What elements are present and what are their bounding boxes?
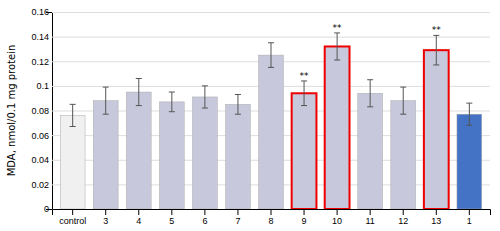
error-bar — [433, 35, 439, 65]
x-tick-label: 3 — [103, 216, 108, 226]
y-axis-title: MDA, nmol/0.1 mg protein — [6, 45, 17, 177]
x-tick-label: 8 — [268, 216, 273, 226]
bar — [259, 55, 284, 209]
tick-mark — [105, 209, 106, 215]
bar — [60, 115, 85, 209]
error-bar — [400, 87, 406, 114]
bar — [159, 102, 184, 209]
x-tick: 6 — [202, 209, 207, 226]
x-tick-label: 11 — [365, 216, 374, 226]
tick-mark — [138, 209, 139, 215]
x-tick-label: 5 — [169, 216, 174, 226]
x-tick-label: 4 — [136, 216, 141, 226]
tick-mark — [171, 209, 172, 215]
bar — [192, 97, 217, 209]
x-tick: 13 — [431, 209, 441, 226]
annotations: ** ** ** — [300, 23, 442, 81]
y-axis: 0 0.02 0.04 0.06 0.08 0.1 0.12 0.14 0.16 — [31, 7, 490, 214]
chart: 0 0.02 0.04 0.06 0.08 0.1 0.12 0.14 0.16 control 3… — [0, 0, 500, 231]
x-tick-label: 12 — [398, 216, 408, 226]
error-bar — [136, 78, 142, 105]
error-bar — [169, 92, 175, 112]
error-bar — [103, 87, 109, 114]
x-tick: 9 — [302, 209, 307, 226]
error-bar — [301, 81, 307, 106]
error-bar — [466, 103, 472, 125]
bar-highlight — [292, 93, 317, 209]
grid-line — [52, 37, 490, 38]
y-tick-label: 0.16 — [31, 7, 49, 17]
bar — [325, 46, 350, 209]
y-tick: 0.14 — [31, 32, 490, 42]
x-tick-label: control — [59, 216, 86, 226]
tick-mark — [403, 209, 404, 215]
error-bar — [367, 80, 373, 107]
y-tick-label: 0.1 — [36, 81, 49, 91]
y-tick: 0.16 — [31, 7, 490, 17]
x-tick: 12 — [398, 209, 408, 226]
x-tick-label: 7 — [235, 216, 240, 226]
x-tick: 3 — [103, 209, 108, 226]
x-tick: control — [59, 209, 86, 226]
error-bar — [268, 43, 274, 68]
tick-mark — [436, 209, 437, 215]
y-tick-label: 0.08 — [31, 106, 49, 116]
x-tick: 5 — [169, 209, 174, 226]
plot: 0 0.02 0.04 0.06 0.08 0.1 0.12 0.14 0.16 control 3… — [31, 7, 490, 226]
significance-label: ** — [300, 71, 310, 81]
x-tick: 10 — [332, 209, 342, 226]
y-tick-label: 0.04 — [31, 155, 49, 165]
bar — [126, 92, 151, 209]
x-tick: 1 — [467, 209, 472, 226]
x-tick: 7 — [235, 209, 240, 226]
x-axis: control 3 4 5 6 7 8 9 10 11 12 13 1 — [53, 209, 491, 226]
x-axis-line — [53, 210, 491, 216]
significance-label: ** — [432, 25, 442, 35]
tick-mark — [237, 209, 238, 215]
significance-label: ** — [333, 23, 343, 33]
bar — [457, 114, 482, 209]
x-tick-label: 13 — [431, 216, 441, 226]
tick-mark — [469, 209, 470, 215]
bar — [358, 93, 383, 209]
bar — [292, 93, 317, 209]
tick-mark — [337, 209, 338, 215]
error-bar — [334, 33, 340, 60]
y-tick-label: 0 — [44, 204, 49, 214]
marks — [60, 33, 481, 209]
bar-highlight — [325, 46, 350, 209]
error-bar — [235, 94, 241, 114]
x-tick-label: 10 — [332, 216, 342, 226]
bar — [391, 101, 416, 209]
y-tick-label: 0.06 — [31, 131, 49, 141]
tick-mark — [370, 209, 371, 215]
grid-line — [52, 12, 490, 13]
x-tick: 4 — [136, 209, 141, 226]
tick-mark — [304, 209, 305, 215]
error-bar — [70, 104, 76, 126]
error-bar — [202, 86, 208, 108]
x-tick: 11 — [365, 209, 374, 226]
x-tick-label: 9 — [302, 216, 307, 226]
y-tick-label: 0.02 — [31, 180, 49, 190]
y-tick-label: 0.12 — [31, 57, 49, 67]
bar — [424, 50, 449, 209]
tick-mark — [271, 209, 272, 215]
bar-highlight — [424, 50, 449, 209]
bar — [93, 101, 118, 209]
tick-mark — [204, 209, 205, 215]
tick-mark — [72, 209, 73, 215]
y-tick-label: 0.14 — [31, 32, 49, 42]
x-tick-label: 1 — [467, 216, 472, 226]
x-tick-label: 6 — [202, 216, 207, 226]
bar — [226, 104, 251, 209]
x-tick: 8 — [268, 209, 273, 226]
